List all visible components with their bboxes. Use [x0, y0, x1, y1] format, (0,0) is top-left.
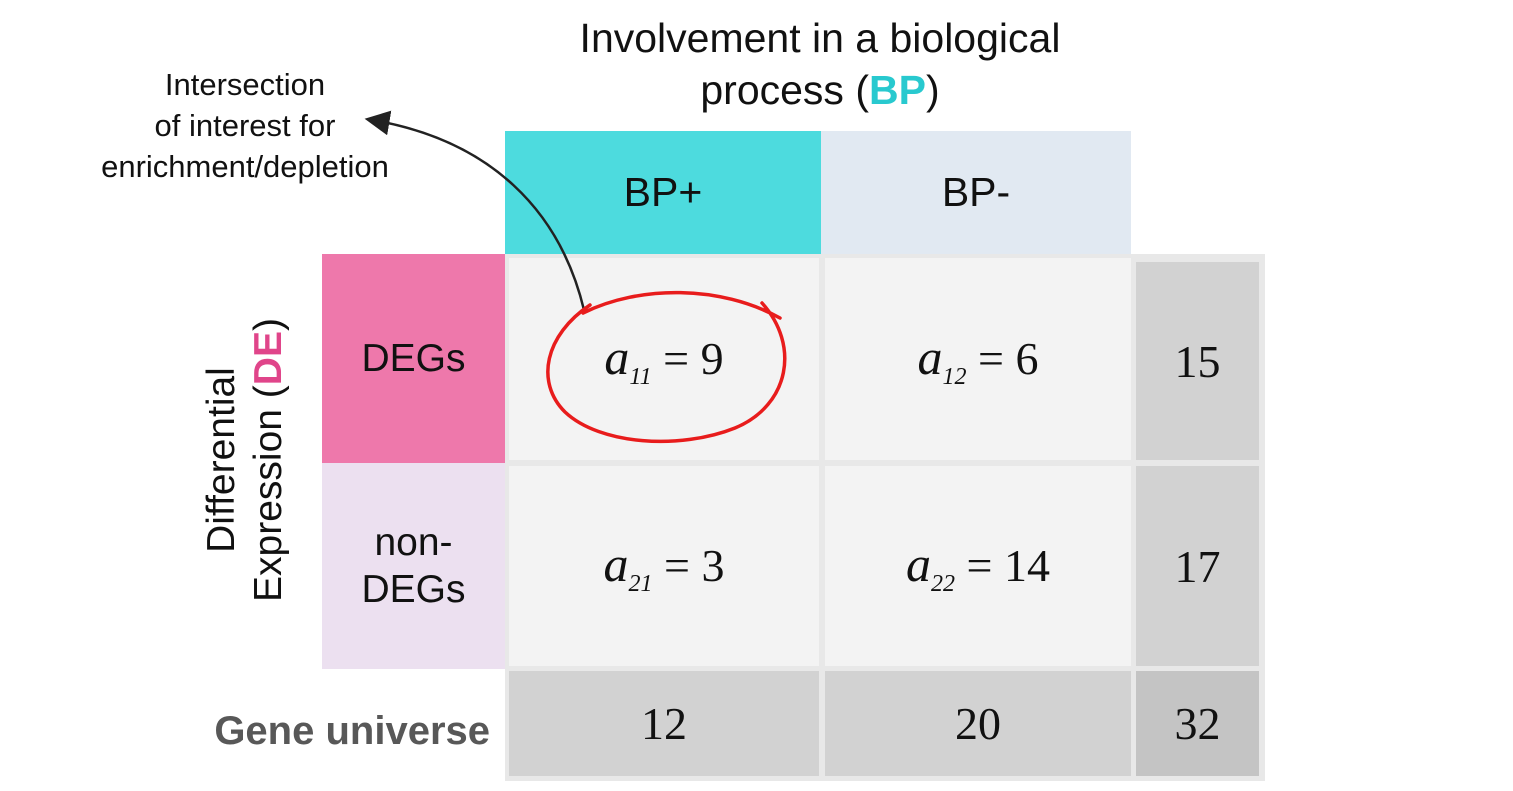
bp-abbreviation: BP	[868, 67, 926, 113]
row-total-non-degs: 17	[1136, 466, 1259, 666]
column-total-bp-minus: 20	[825, 671, 1131, 776]
column-header-bp-plus: BP+	[505, 131, 821, 254]
annotation-line-1: Intersection	[164, 67, 326, 102]
grand-total: 32	[1136, 671, 1259, 776]
row-total-degs: 15	[1136, 262, 1259, 460]
cell-subscript: 22	[931, 570, 956, 597]
cell-value: = 14	[966, 539, 1050, 591]
cell-variable: a	[603, 535, 629, 592]
column-header-bp-minus: BP-	[821, 131, 1131, 254]
cell-value: = 9	[663, 332, 724, 384]
cell-subscript: 12	[942, 363, 967, 390]
gene-universe-label: Gene universe	[214, 708, 490, 753]
cell-subscript: 21	[628, 570, 653, 597]
intersection-annotation: Intersection of interest for enrichment/…	[30, 64, 460, 187]
column-header-label: BP+	[623, 169, 703, 215]
annotation-line-2: of interest for	[154, 108, 336, 143]
cell-a21: a21 = 3	[509, 466, 819, 666]
row-header-label-line-2: DEGs	[361, 568, 466, 611]
row-header-label-line-1: non-	[374, 521, 453, 564]
row-header-label: DEGs	[361, 337, 466, 380]
row-header-degs: DEGs	[322, 254, 505, 463]
title-line-1: Involvement in a biological	[579, 15, 1061, 61]
cell-value: = 3	[664, 539, 725, 591]
annotation-line-3: enrichment/depletion	[101, 149, 389, 184]
cell-a22: a22 = 14	[825, 466, 1131, 666]
curved-arrow	[364, 110, 586, 311]
cell-a12: a12 = 6	[825, 258, 1131, 460]
cell-subscript: 11	[629, 363, 652, 390]
column-header-label: BP-	[941, 169, 1011, 215]
cell-variable: a	[917, 328, 943, 385]
column-total-bp-plus: 12	[509, 671, 819, 776]
row-header-non-degs: non- DEGs	[322, 463, 505, 669]
cell-variable: a	[604, 328, 630, 385]
cell-variable: a	[906, 535, 932, 592]
diagram-title: Involvement in a biological process (BP)	[470, 12, 1170, 116]
title-line-2: process (BP)	[700, 67, 940, 113]
highlight-circle	[546, 290, 787, 444]
cell-value: = 6	[978, 332, 1039, 384]
